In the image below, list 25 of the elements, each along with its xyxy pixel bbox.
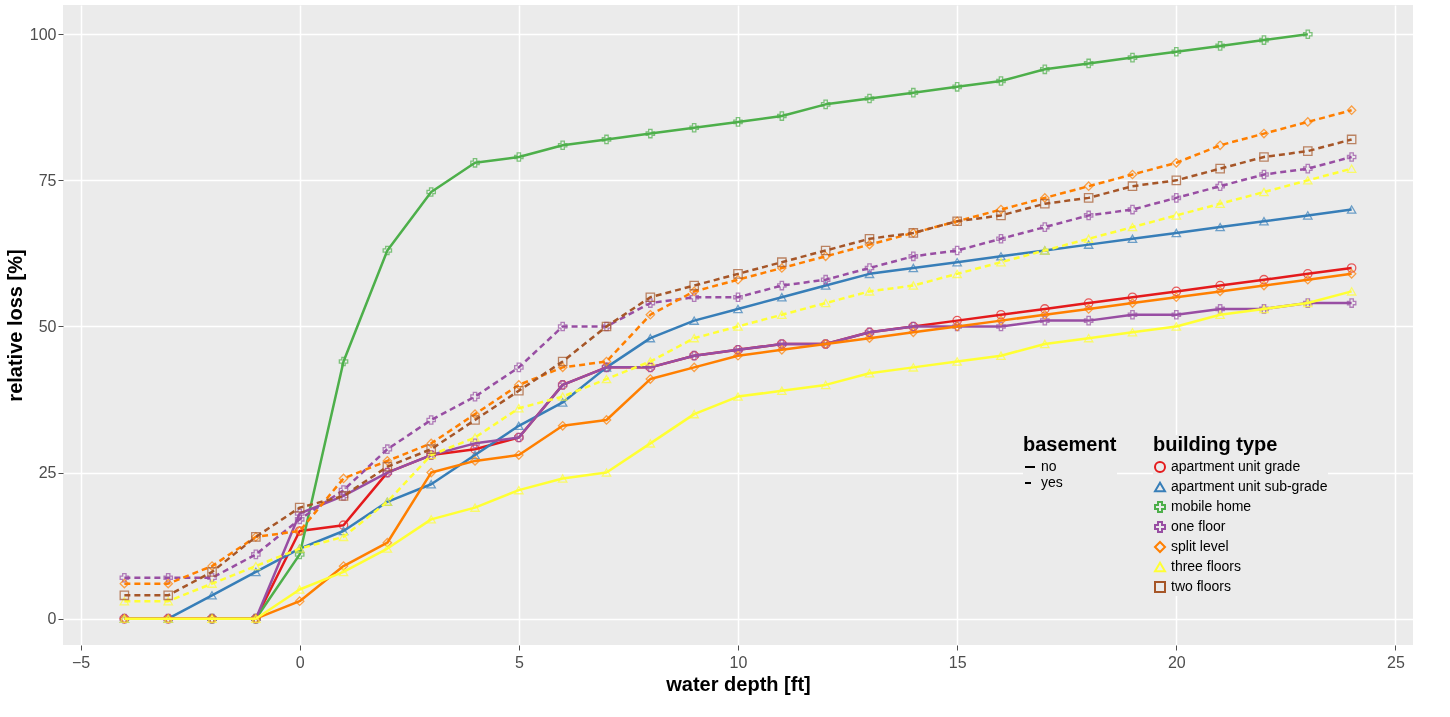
legend-label: apartment unit grade (1171, 458, 1301, 474)
y-axis-title: relative loss [%] (3, 249, 26, 402)
legend-label: one floor (1171, 518, 1226, 534)
x-tick-label: 0 (295, 653, 305, 671)
x-tick-label: 15 (948, 653, 967, 671)
x-tick-label: 5 (514, 653, 524, 671)
legend-label: two floors (1171, 578, 1231, 594)
text: basement (1023, 433, 1117, 455)
annotation: no (1041, 458, 1057, 474)
x-tick-label: −5 (71, 653, 91, 671)
x-axis-title: water depth [ft] (665, 672, 811, 695)
x-tick-label: 10 (729, 653, 748, 671)
y-tick-label: 75 (38, 171, 57, 189)
legend-label: mobile home (1171, 498, 1252, 514)
legend-label: three floors (1171, 558, 1242, 574)
x-tick-label: 20 (1167, 653, 1186, 671)
x-tick-label: 25 (1387, 653, 1405, 671)
y-tick-label: 25 (38, 464, 57, 482)
y-tick-label: 50 (38, 317, 57, 335)
legend-label: split level (1171, 538, 1229, 554)
text: building type (1153, 433, 1278, 455)
y-tick-label: 0 (47, 610, 57, 628)
y-tick-label: 100 (29, 25, 57, 43)
legend-label: apartment unit sub-grade (1171, 478, 1328, 494)
annotation: yes (1041, 474, 1063, 490)
